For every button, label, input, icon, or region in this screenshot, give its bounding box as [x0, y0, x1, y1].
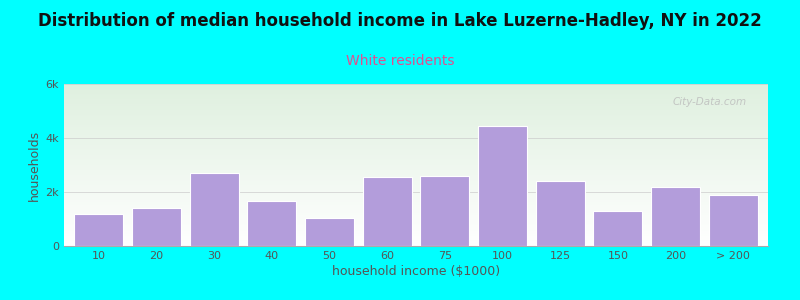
Bar [478, 126, 527, 246]
Bar [420, 176, 470, 246]
Bar [305, 218, 354, 246]
Bar [247, 202, 296, 246]
Bar [132, 208, 181, 246]
Bar [651, 187, 700, 246]
Bar [74, 214, 123, 246]
Bar [362, 177, 412, 246]
Text: Distribution of median household income in Lake Luzerne-Hadley, NY in 2022: Distribution of median household income … [38, 12, 762, 30]
Bar [709, 195, 758, 246]
Text: White residents: White residents [346, 54, 454, 68]
Text: City-Data.com: City-Data.com [673, 97, 747, 107]
Bar [190, 173, 238, 246]
X-axis label: household income ($1000): household income ($1000) [332, 265, 500, 278]
Y-axis label: households: households [28, 129, 42, 201]
Bar [536, 181, 585, 246]
Bar [594, 211, 642, 246]
